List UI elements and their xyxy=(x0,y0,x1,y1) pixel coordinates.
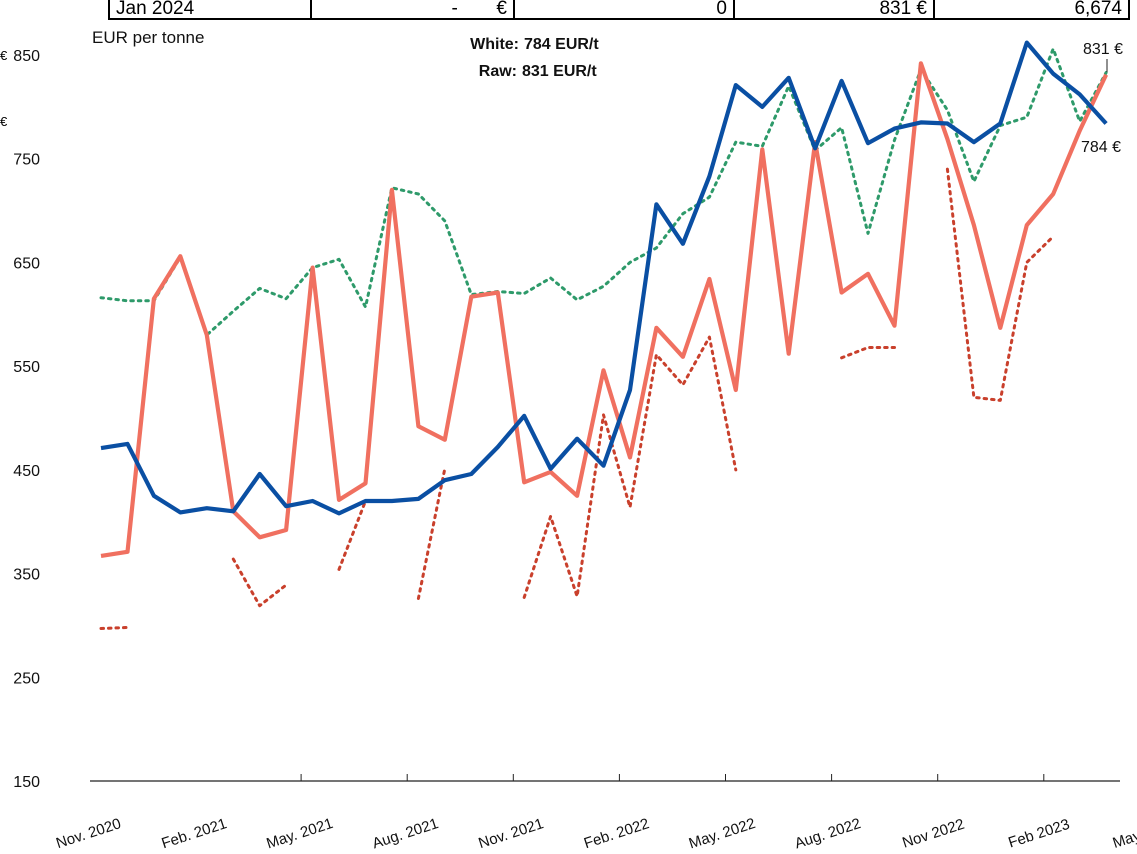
y-axis-label: EUR per tonne xyxy=(92,28,204,47)
x-tick-label: May. 2021 xyxy=(264,815,335,852)
summary-col2-currency: € xyxy=(496,0,507,19)
summary-col2: - € xyxy=(312,0,515,18)
y-tick-label: 550 xyxy=(13,359,40,376)
y-tick-label: 250 xyxy=(13,670,40,687)
series-line-white-dotted xyxy=(99,47,1108,337)
left-fragment-2: € xyxy=(0,114,8,129)
series-line-raw xyxy=(100,61,1108,558)
x-tick-label: Aug. 2022 xyxy=(793,815,863,852)
summary-col5: 6,674 xyxy=(1074,0,1122,19)
series-line-raw-dotted xyxy=(99,626,129,630)
y-tick-label: 650 xyxy=(13,255,40,272)
summary-date: Jan 2024 xyxy=(110,0,312,18)
end-label-white: 784 € xyxy=(1081,139,1121,156)
series-line-raw-dotted xyxy=(416,467,447,600)
x-tick-label: Feb. 2021 xyxy=(159,815,229,852)
x-tick-label: Nov. 2021 xyxy=(476,815,545,852)
y-tick-label: 850 xyxy=(13,48,40,65)
x-tick-label: Nov. 2020 xyxy=(54,815,123,852)
x-tick-label: Aug. 2021 xyxy=(370,815,440,852)
y-tick-label: 150 xyxy=(13,774,40,791)
x-tick-label: Nov 2022 xyxy=(900,816,966,852)
left-fragment-1: € xyxy=(0,48,8,63)
summary-table-row: Jan 2024 - € 0 831 € 6,674 xyxy=(108,0,1130,20)
annotation-white-label: White: xyxy=(470,36,519,53)
series-line-raw-dotted xyxy=(945,167,1055,402)
end-label-raw: 831 € xyxy=(1083,41,1123,58)
x-tick-label: May 2023 xyxy=(1111,815,1137,852)
annotation-raw-value: 831 EUR/t xyxy=(522,63,597,80)
x-tick-label: Feb. 2022 xyxy=(582,815,652,852)
y-tick-label: 750 xyxy=(13,152,40,169)
series-line-raw-dotted xyxy=(231,557,288,608)
annotation-white-value: 784 EUR/t xyxy=(524,36,599,53)
series-line-raw-dotted xyxy=(337,499,367,571)
series-line-white xyxy=(100,40,1108,516)
summary-col3: 0 xyxy=(515,0,735,18)
annotation-raw-label: Raw: xyxy=(479,63,517,80)
series-line-raw-dotted xyxy=(522,335,738,599)
summary-col2-dash: - xyxy=(451,0,458,19)
series-line-raw-dotted xyxy=(840,346,896,360)
x-tick-label: Feb 2023 xyxy=(1006,816,1072,852)
summary-col4: 831 € xyxy=(735,0,935,18)
y-tick-label: 350 xyxy=(13,567,40,584)
y-tick-label: 450 xyxy=(13,463,40,480)
x-tick-label: May. 2022 xyxy=(687,815,758,852)
